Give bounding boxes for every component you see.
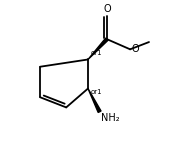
- Text: O: O: [103, 4, 111, 15]
- Text: NH₂: NH₂: [101, 113, 120, 123]
- Text: or1: or1: [91, 89, 103, 95]
- Polygon shape: [88, 89, 101, 112]
- Text: or1: or1: [91, 50, 103, 56]
- Text: O: O: [132, 44, 139, 54]
- Polygon shape: [88, 38, 108, 59]
